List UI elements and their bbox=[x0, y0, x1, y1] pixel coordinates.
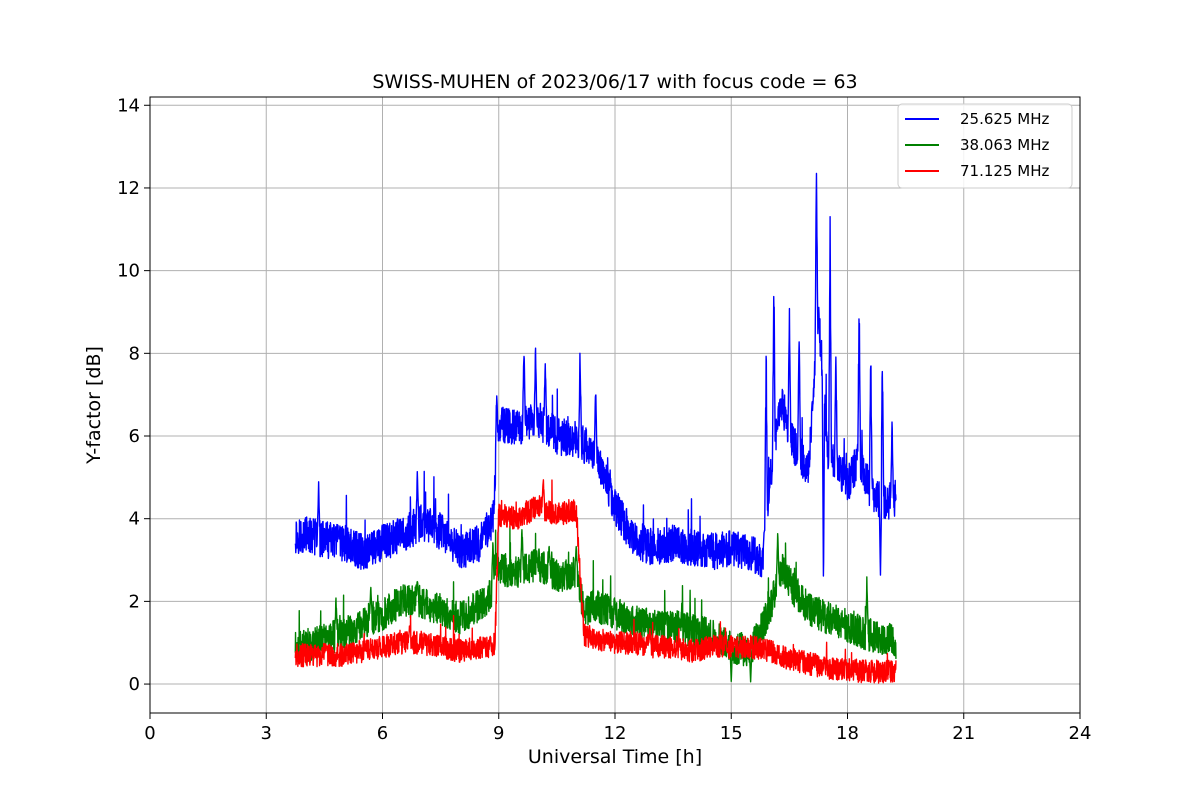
y-tick-label: 12 bbox=[117, 178, 140, 199]
plot-series-group bbox=[294, 172, 897, 684]
legend-box bbox=[897, 103, 1073, 189]
y-tick-label: 10 bbox=[117, 261, 140, 282]
x-tick-label: 12 bbox=[604, 723, 627, 744]
legend-label: 25.625 MHz bbox=[960, 110, 1049, 128]
y-axis: 0 2 4 6 8 10 12 14 bbox=[117, 95, 150, 695]
x-tick-label: 18 bbox=[836, 723, 859, 744]
x-tick-label: 15 bbox=[720, 723, 743, 744]
x-axis: 0 3 6 9 12 15 18 21 24 bbox=[144, 713, 1091, 744]
y-tick-label: 2 bbox=[129, 591, 140, 612]
y-tick-label: 14 bbox=[117, 95, 140, 116]
x-tick-label: 21 bbox=[952, 723, 975, 744]
x-tick-label: 3 bbox=[261, 723, 272, 744]
x-tick-label: 24 bbox=[1069, 723, 1092, 744]
x-tick-label: 0 bbox=[144, 723, 155, 744]
y-tick-label: 6 bbox=[129, 426, 140, 447]
y-tick-label: 0 bbox=[129, 674, 140, 695]
legend-label: 38.063 MHz bbox=[960, 136, 1049, 154]
chart-title: SWISS-MUHEN of 2023/06/17 with focus cod… bbox=[372, 71, 857, 93]
y-tick-label: 8 bbox=[129, 343, 140, 364]
legend-label: 71.125 MHz bbox=[960, 162, 1049, 180]
x-tick-label: 6 bbox=[377, 723, 388, 744]
x-axis-label: Universal Time [h] bbox=[528, 746, 702, 768]
y-tick-label: 4 bbox=[129, 509, 140, 530]
series-line-3 bbox=[294, 479, 897, 684]
y-axis-label: Y-factor [dB] bbox=[83, 346, 105, 465]
legend: 25.625 MHz 38.063 MHz 71.125 MHz bbox=[897, 103, 1073, 189]
series-line-2 bbox=[294, 525, 897, 683]
x-tick-label: 9 bbox=[493, 723, 504, 744]
series-line-1 bbox=[294, 172, 897, 578]
